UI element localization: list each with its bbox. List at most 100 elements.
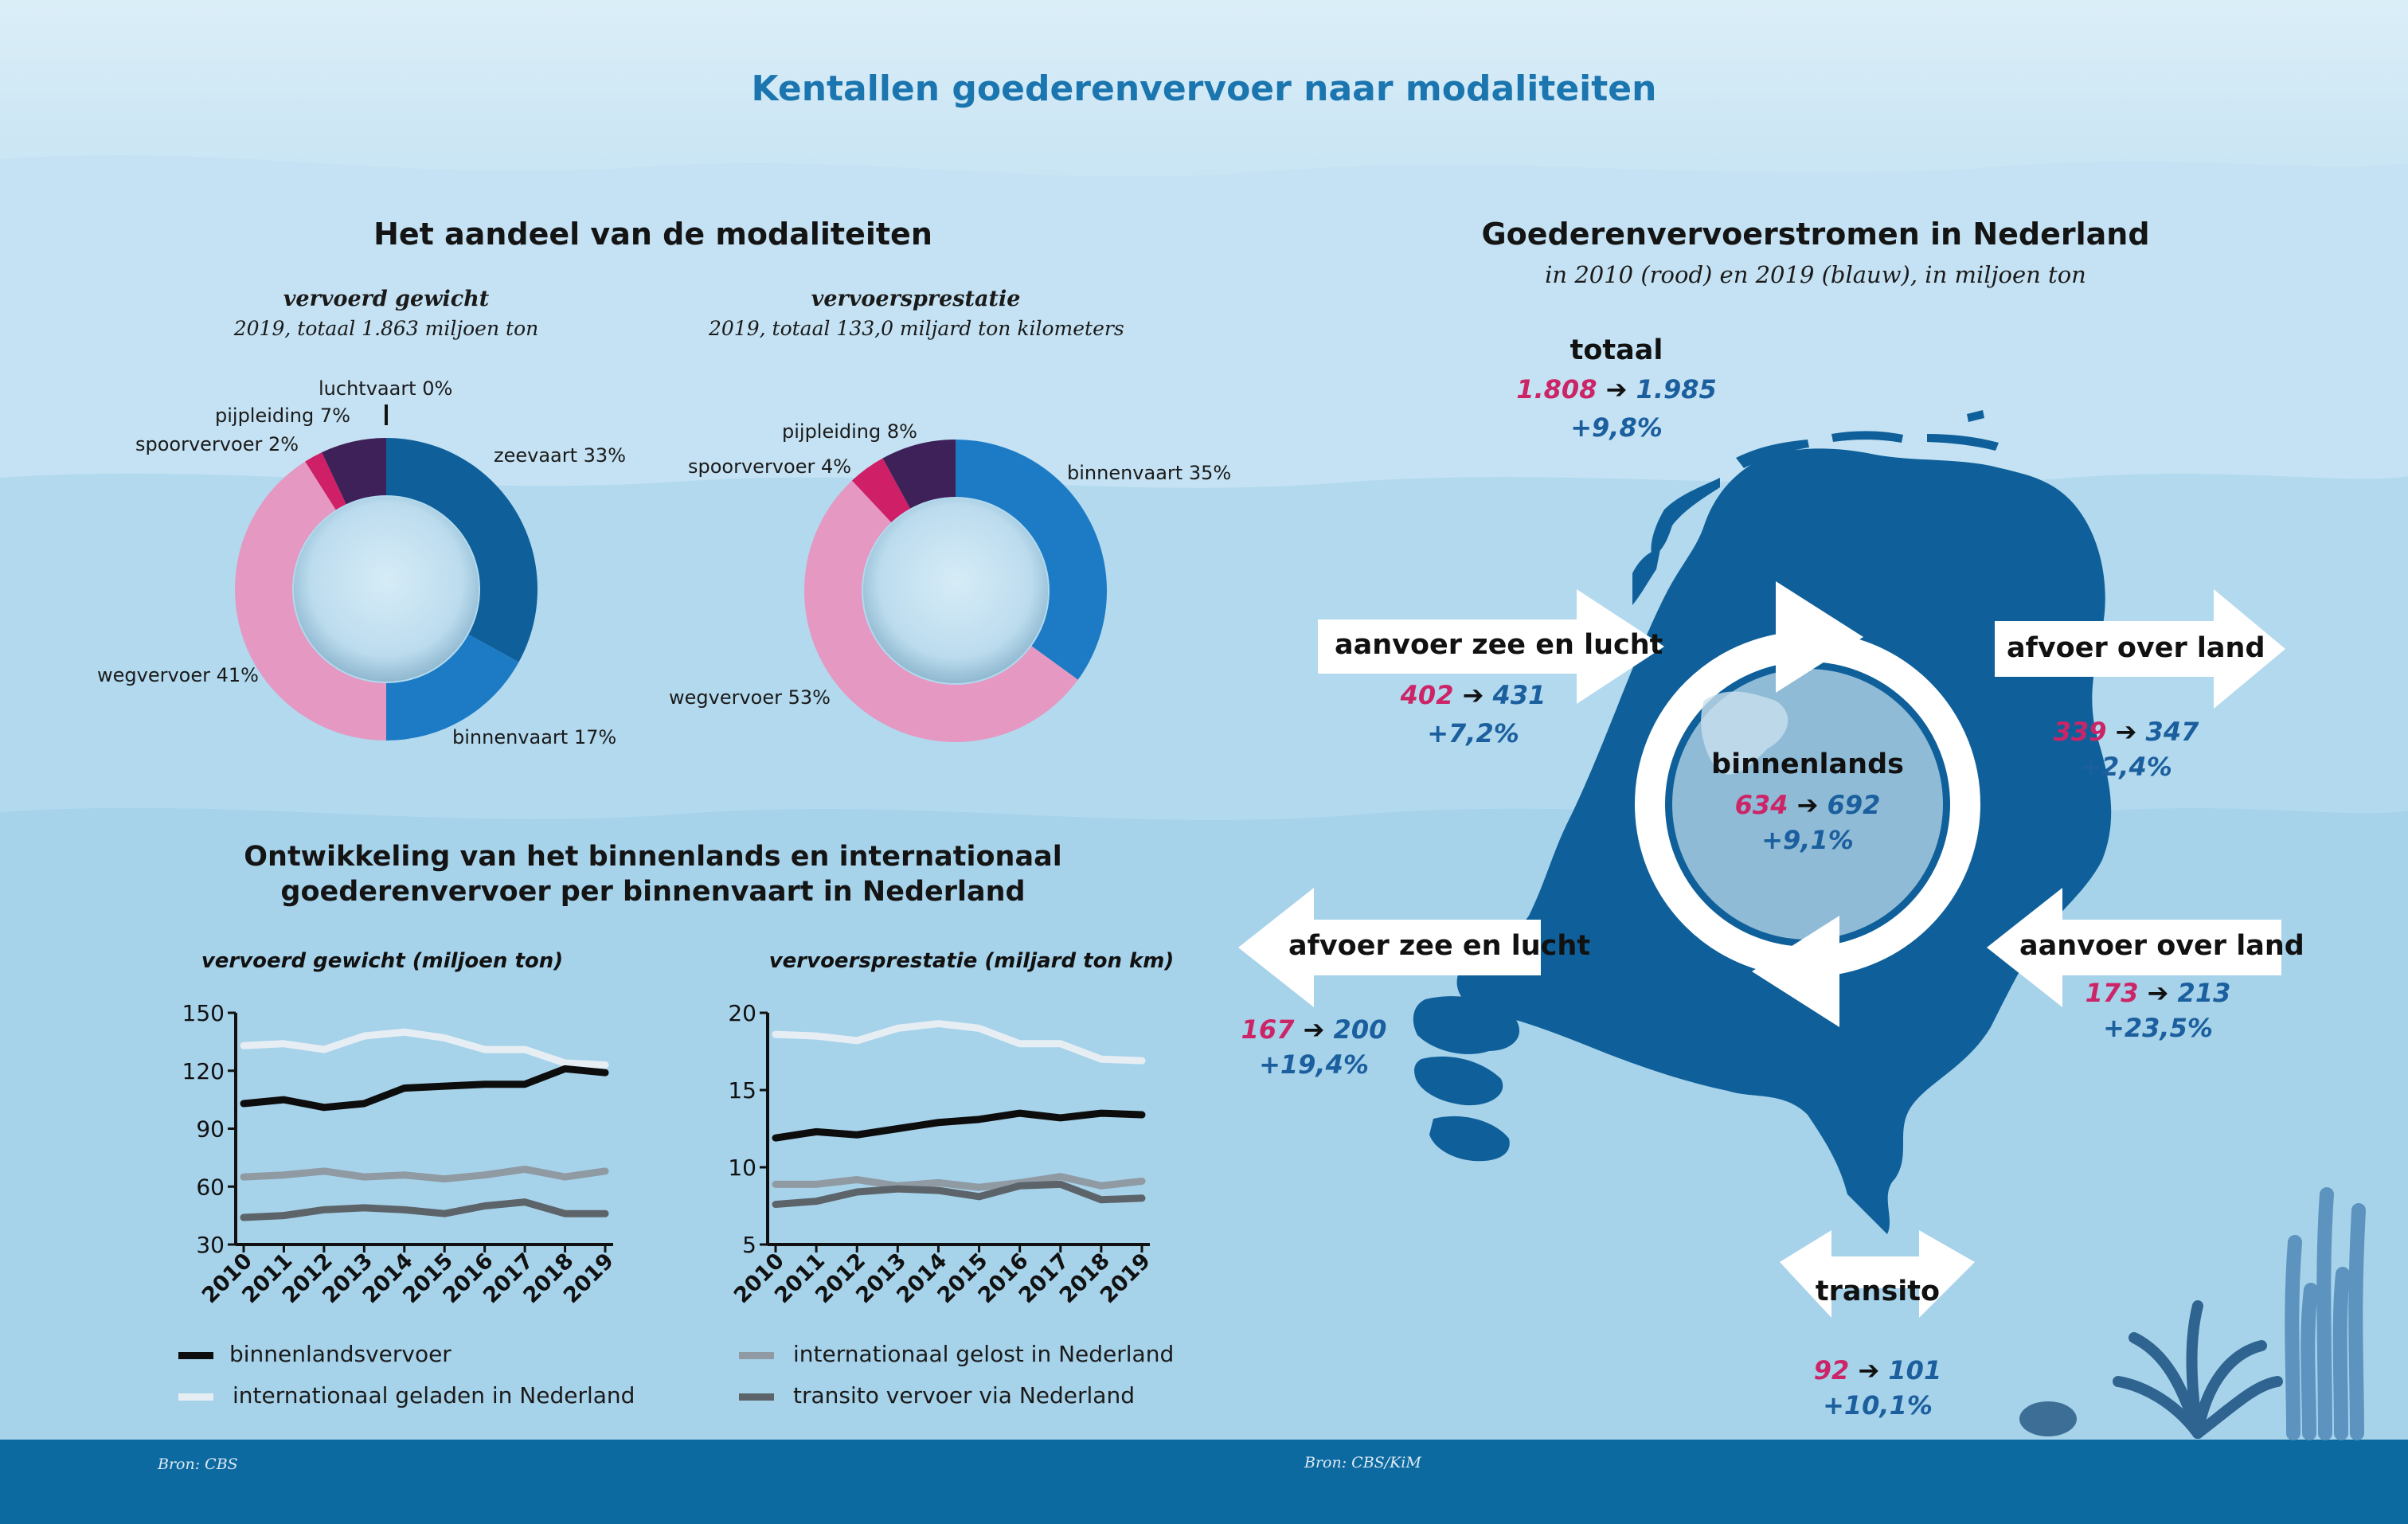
slice-binnenvaart [386, 634, 519, 741]
seabed-band [0, 1440, 2408, 1524]
legend-swatch-int-gelost [739, 1352, 774, 1359]
donut-chart-performance [804, 440, 1108, 742]
legend-binnenlands: binnenlandsvervoer [229, 1341, 452, 1367]
series-line-int_geladen [240, 1028, 609, 1069]
label-luchtvaart-1: luchtvaart 0% [319, 377, 453, 400]
legend-swatch-binnenlands [178, 1352, 213, 1359]
donut2-title: vervoersprestatie [811, 287, 1021, 311]
y-tick-label: 10 [728, 1155, 756, 1181]
wave-band-1 [0, 155, 2408, 494]
series-line-int_gelost [240, 1165, 609, 1183]
afvoer-zee-label: afvoer zee en lucht [1288, 930, 1591, 962]
label-binnenvaart-1: binnenvaart 17% [452, 726, 617, 748]
series-line-binnenlands [772, 1109, 1146, 1142]
aanvoer-land-arrow [1987, 888, 2281, 1007]
donut1-title: vervoerd gewicht [283, 287, 490, 311]
ring-arrow-bottom [1752, 916, 1839, 1027]
line2-title: vervoersprestatie (miljard ton km) [768, 949, 1175, 973]
transito-arrow [1780, 1230, 1975, 1318]
legend-int-geladen: internationaal geladen in Nederland [233, 1382, 635, 1409]
seaweed-decoration [2113, 1187, 2366, 1440]
flows-subtitle: in 2010 (rood) en 2019 (blauw), in miljo… [1545, 261, 2086, 288]
afvoer-land-label: afvoer over land [2007, 632, 2265, 664]
label-binnenvaart-2: binnenvaart 35% [1067, 462, 1232, 484]
flows-heading: Goederenvervoerstromen in Nederland [1481, 217, 2150, 252]
aanvoer-zee-label: aanvoer zee en lucht [1335, 629, 1663, 661]
arrow-icon: ➔ [1605, 374, 1628, 404]
source-right: Bron: CBS/KiM [1304, 1454, 1421, 1471]
label-spoorvervoer-2: spoorvervoer 4% [688, 455, 852, 478]
line1-title: vervoerd gewicht (miljoen ton) [201, 949, 564, 973]
donut1-subtitle: 2019, totaal 1.863 miljoen ton [233, 317, 539, 340]
transito-change: +10,1% [1823, 1390, 1933, 1420]
label-wegvervoer-2: wegvervoer 53% [669, 686, 831, 709]
donut-hole [294, 497, 479, 682]
transito-values: 92 ➔ 101 [1758, 1355, 1997, 1385]
line-chart-performance: 5101520201020112012201320142015201620172… [728, 1000, 1155, 1308]
afvoer-land-values: 339 ➔ 347 [2007, 717, 2246, 747]
arrow-icon: ➔ [1796, 790, 1819, 820]
afvoer-zee-2010: 167 [1241, 1014, 1295, 1045]
donut-chart-weight [234, 438, 538, 741]
afvoer-zee-values: 167 ➔ 200 [1194, 1014, 1433, 1045]
page-title: Kentallen goederenvervoer naar modalitei… [751, 68, 1657, 109]
legend-swatch-int-geladen [178, 1393, 213, 1401]
y-tick-label: 20 [728, 1000, 756, 1026]
binnenlands-2019: 692 [1827, 790, 1881, 820]
y-tick-label: 120 [182, 1058, 225, 1084]
aanvoer-land-label: aanvoer over land [2019, 930, 2304, 962]
slice-spoorvervoer [851, 458, 911, 522]
donut2-subtitle: 2019, totaal 133,0 miljard ton kilometer… [709, 317, 1124, 340]
aanvoer-zee-2010: 402 [1400, 680, 1454, 710]
aanvoer-land-change: +23,5% [2103, 1013, 2213, 1043]
aanvoer-zee-arrow [1318, 589, 1664, 704]
arrow-icon: ➔ [1462, 680, 1484, 710]
slice-pijpleiding [882, 440, 956, 509]
series-line-int_geladen [772, 1020, 1146, 1065]
arrow-icon: ➔ [1303, 1014, 1325, 1045]
totaal-change: +9,8% [1570, 412, 1663, 443]
lines-heading-1: Ontwikkeling van het binnenlands en inte… [244, 841, 1062, 873]
slice-spoorvervoer [305, 452, 346, 510]
y-tick-label: 15 [728, 1077, 756, 1104]
y-tick-label: 60 [196, 1174, 225, 1200]
y-tick-label: 30 [196, 1232, 225, 1258]
shell-decoration [2019, 1401, 2077, 1436]
afvoer-land-2019: 347 [2145, 717, 2199, 747]
transito-2019: 101 [1888, 1355, 1942, 1385]
transito-2010: 92 [1813, 1355, 1850, 1385]
label-pijpleiding-1: pijpleiding 7% [215, 404, 350, 427]
totaal-2019: 1.985 [1636, 374, 1717, 404]
arrow-icon: ➔ [1858, 1355, 1880, 1385]
afvoer-zee-2019: 200 [1333, 1014, 1387, 1045]
sky-band [0, 0, 2408, 183]
slice-pijpleiding [322, 438, 386, 505]
legend-transito: transito vervoer via Nederland [793, 1382, 1135, 1409]
transito-label: transito [1815, 1276, 1941, 1307]
y-tick-label: 90 [196, 1116, 225, 1143]
legend-int-gelost: internationaal gelost in Nederland [793, 1341, 1175, 1367]
aanvoer-land-2019: 213 [2177, 978, 2231, 1008]
afvoer-land-2010: 339 [2053, 717, 2107, 747]
series-line-transito [240, 1198, 609, 1221]
arrow-icon: ➔ [2115, 717, 2137, 747]
slice-wegvervoer [804, 480, 1078, 742]
afvoer-land-arrow [1995, 589, 2285, 709]
label-zeevaart-1: zeevaart 33% [494, 444, 626, 467]
line-chart-weight: 3060901201502010201120122013201420152016… [182, 1000, 619, 1308]
totaal-2010: 1.808 [1516, 374, 1597, 404]
legend-swatch-transito [739, 1393, 774, 1401]
arrow-icon: ➔ [2147, 978, 2169, 1008]
afvoer-land-change: +2,4% [2080, 752, 2172, 782]
binnenlands-values: 634 ➔ 692 [1688, 790, 1927, 820]
binnenlands-2010: 634 [1734, 790, 1788, 820]
ijsselmeer-shape [1701, 691, 1788, 775]
y-tick-label: 5 [742, 1232, 756, 1258]
aanvoer-land-2010: 173 [2085, 978, 2139, 1008]
series-line-int_gelost [772, 1173, 1146, 1191]
series-line-binnenlands [240, 1065, 609, 1112]
series-line-transito [772, 1180, 1146, 1209]
aanvoer-zee-values: 402 ➔ 431 [1354, 680, 1593, 710]
